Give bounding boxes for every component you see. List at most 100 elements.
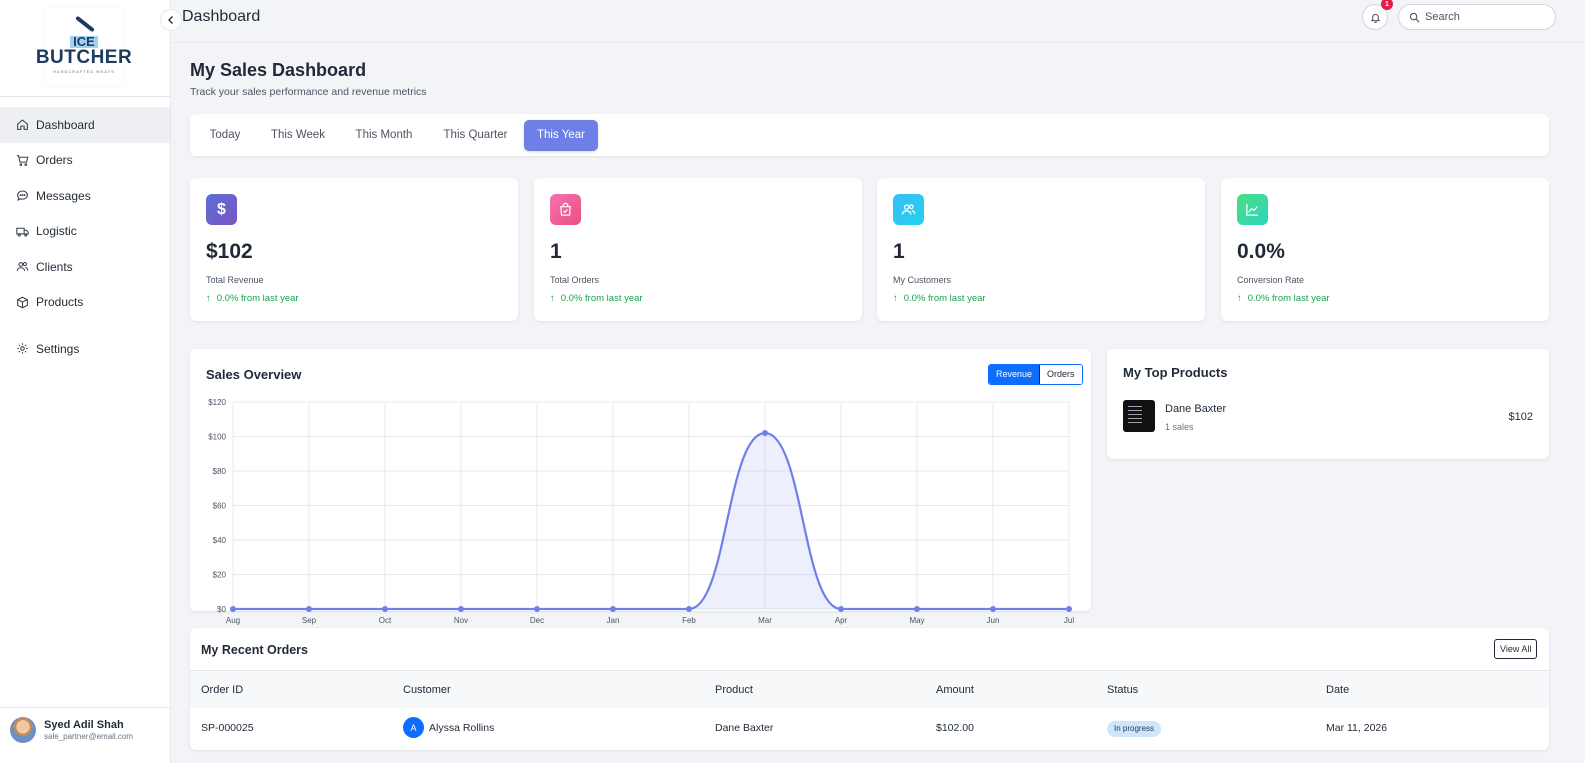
tab-this-week[interactable]: This Week bbox=[270, 129, 326, 141]
stat-trend-text: 0.0% from last year bbox=[903, 293, 986, 304]
order-id[interactable]: SP-000025 bbox=[201, 722, 254, 734]
tab-today[interactable]: Today bbox=[209, 129, 241, 141]
dollar-icon: $ bbox=[206, 194, 237, 225]
column-header-status[interactable]: Status bbox=[1107, 684, 1139, 696]
column-header-date[interactable]: Date bbox=[1326, 684, 1350, 696]
period-selector: Today This Week This Month This Quarter … bbox=[190, 114, 1549, 156]
header-title: Dashboard bbox=[182, 8, 261, 25]
top-products-card: My Top Products Dane Baxter 1 sales $102 bbox=[1107, 349, 1549, 459]
search-input[interactable] bbox=[1425, 11, 1545, 23]
sidebar-item-orders[interactable]: Orders bbox=[0, 143, 170, 179]
tab-this-month[interactable]: This Month bbox=[355, 129, 413, 141]
search-box[interactable] bbox=[1398, 4, 1556, 30]
status-badge: In progress bbox=[1107, 721, 1162, 737]
sales-overview-card: Sales Overview Revenue Orders $0 $20 $40 $6… bbox=[190, 349, 1091, 625]
arrow-up-icon: ↑ bbox=[550, 293, 555, 304]
data-point bbox=[230, 606, 236, 612]
users-icon bbox=[893, 194, 924, 225]
header-divider bbox=[172, 42, 1585, 43]
x-tick-label: Oct bbox=[379, 616, 392, 625]
sidebar-item-label: Messages bbox=[36, 188, 91, 203]
sidebar-item-label: Settings bbox=[36, 341, 80, 356]
stat-trend: ↑ 0.0% from last year bbox=[893, 293, 986, 304]
stat-value: $102 bbox=[206, 240, 253, 263]
x-tick-label: Nov bbox=[454, 616, 468, 625]
sidebar-gap bbox=[0, 320, 170, 331]
arrow-up-icon: ↑ bbox=[893, 293, 898, 304]
sidebar-nav: Dashboard Orders Messages Logistic Clien… bbox=[0, 107, 170, 367]
sidebar-item-messages[interactable]: Messages bbox=[0, 178, 170, 214]
user-name: Syed Adil Shah bbox=[44, 718, 124, 731]
page-subtitle: Track your sales performance and revenue… bbox=[190, 86, 427, 98]
stat-trend: ↑ 0.0% from last year bbox=[550, 293, 643, 304]
logo-text-line1: ICE bbox=[70, 35, 98, 48]
stat-value: 1 bbox=[893, 240, 905, 263]
column-header-order-id[interactable]: Order ID bbox=[201, 684, 244, 696]
product-sales-count: 1 sales bbox=[1165, 422, 1194, 432]
sidebar-item-label: Products bbox=[36, 295, 84, 310]
x-tick-label: Sep bbox=[302, 616, 317, 625]
stat-label: Total Revenue bbox=[206, 275, 264, 285]
chat-icon bbox=[16, 189, 29, 202]
box-icon bbox=[16, 296, 29, 309]
table-header: Order ID Customer Product Amount Status … bbox=[190, 670, 1549, 708]
view-all-button[interactable]: View All bbox=[1494, 639, 1538, 659]
customer-avatar: A bbox=[403, 717, 424, 738]
x-tick-label: Jun bbox=[987, 616, 1000, 625]
shopping-bag-icon bbox=[550, 194, 581, 225]
column-header-product[interactable]: Product bbox=[715, 684, 753, 696]
home-icon bbox=[16, 118, 29, 131]
stat-value: 0.0% bbox=[1237, 240, 1285, 263]
top-products-title: My Top Products bbox=[1123, 365, 1228, 380]
cart-icon bbox=[16, 154, 29, 167]
x-tick-label: Apr bbox=[835, 616, 848, 625]
sidebar-bottom-divider bbox=[0, 707, 171, 708]
tab-this-quarter[interactable]: This Quarter bbox=[443, 129, 508, 141]
column-header-amount[interactable]: Amount bbox=[936, 684, 974, 696]
sales-chart: $0 $20 $40 $60 $80 $100 $120 Aug Sep Oct Nov Dec Jan… bbox=[208, 398, 1074, 625]
y-tick-label: $60 bbox=[213, 502, 227, 511]
stat-label: Total Orders bbox=[550, 275, 600, 285]
sidebar-item-products[interactable]: Products bbox=[0, 285, 170, 321]
stat-label: Conversion Rate bbox=[1237, 275, 1305, 285]
data-point bbox=[686, 606, 692, 612]
data-point bbox=[610, 606, 616, 612]
stat-value: 1 bbox=[550, 240, 562, 263]
data-point bbox=[914, 606, 920, 612]
brand-logo[interactable]: ICE BUTCHER HANDCRAFTED MEATS bbox=[36, 8, 132, 86]
sidebar-item-dashboard[interactable]: Dashboard bbox=[0, 107, 170, 143]
chevron-left-icon bbox=[166, 15, 176, 25]
sidebar-collapse-button[interactable] bbox=[160, 9, 182, 31]
data-point bbox=[534, 606, 540, 612]
stat-trend-text: 0.0% from last year bbox=[560, 293, 643, 304]
product-revenue: $102 bbox=[1508, 411, 1533, 423]
sidebar-item-settings[interactable]: Settings bbox=[0, 331, 170, 367]
toggle-revenue-button[interactable]: Revenue bbox=[989, 365, 1040, 384]
sidebar-item-label: Dashboard bbox=[36, 117, 95, 132]
product-name[interactable]: Dane Baxter bbox=[1165, 403, 1227, 415]
x-tick-label: Jan bbox=[607, 616, 620, 625]
toggle-orders-button[interactable]: Orders bbox=[1039, 365, 1082, 384]
y-tick-label: $0 bbox=[217, 605, 226, 614]
stat-trend-text: 0.0% from last year bbox=[216, 293, 299, 304]
sidebar-item-label: Orders bbox=[36, 153, 73, 168]
x-tick-label: Mar bbox=[758, 616, 772, 625]
data-point bbox=[382, 606, 388, 612]
search-icon bbox=[1409, 12, 1425, 23]
gear-icon bbox=[16, 342, 29, 355]
y-tick-label: $120 bbox=[208, 398, 226, 407]
logo-text-line2: BUTCHER bbox=[35, 47, 133, 68]
x-tick-label: Dec bbox=[530, 616, 544, 625]
stat-trend: ↑ 0.0% from last year bbox=[206, 293, 299, 304]
sidebar-item-logistic[interactable]: Logistic bbox=[0, 214, 170, 250]
arrow-up-icon: ↑ bbox=[1237, 293, 1242, 304]
tab-this-year[interactable]: This Year bbox=[524, 120, 598, 151]
page-title: My Sales Dashboard bbox=[190, 60, 367, 80]
user-profile[interactable]: Syed Adil Shah sale_partner@email.com bbox=[10, 717, 133, 743]
x-tick-label: May bbox=[909, 616, 924, 625]
sidebar-item-clients[interactable]: Clients bbox=[0, 249, 170, 285]
series-area bbox=[233, 433, 1069, 609]
x-tick-label: Feb bbox=[682, 616, 696, 625]
column-header-customer[interactable]: Customer bbox=[403, 684, 451, 696]
bell-icon bbox=[1370, 12, 1381, 23]
